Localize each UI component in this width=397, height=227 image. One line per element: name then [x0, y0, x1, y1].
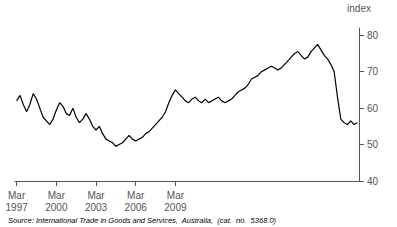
svg-text:Mar: Mar [8, 190, 26, 201]
svg-text:2006: 2006 [125, 202, 148, 213]
svg-text:80: 80 [367, 30, 379, 41]
svg-text:Mar: Mar [167, 190, 185, 201]
svg-text:2009: 2009 [164, 202, 187, 213]
svg-text:60: 60 [367, 103, 379, 114]
svg-text:70: 70 [367, 66, 379, 77]
svg-text:Mar: Mar [127, 190, 145, 201]
svg-text:Mar: Mar [48, 190, 66, 201]
svg-text:index: index [347, 3, 371, 14]
svg-text:Source: International Trade in: Source: International Trade in Goods and… [8, 216, 277, 225]
svg-text:2003: 2003 [85, 202, 108, 213]
svg-text:1997: 1997 [6, 202, 29, 213]
svg-text:40: 40 [367, 176, 379, 187]
svg-text:50: 50 [367, 139, 379, 150]
svg-text:2000: 2000 [45, 202, 68, 213]
svg-text:Mar: Mar [87, 190, 105, 201]
